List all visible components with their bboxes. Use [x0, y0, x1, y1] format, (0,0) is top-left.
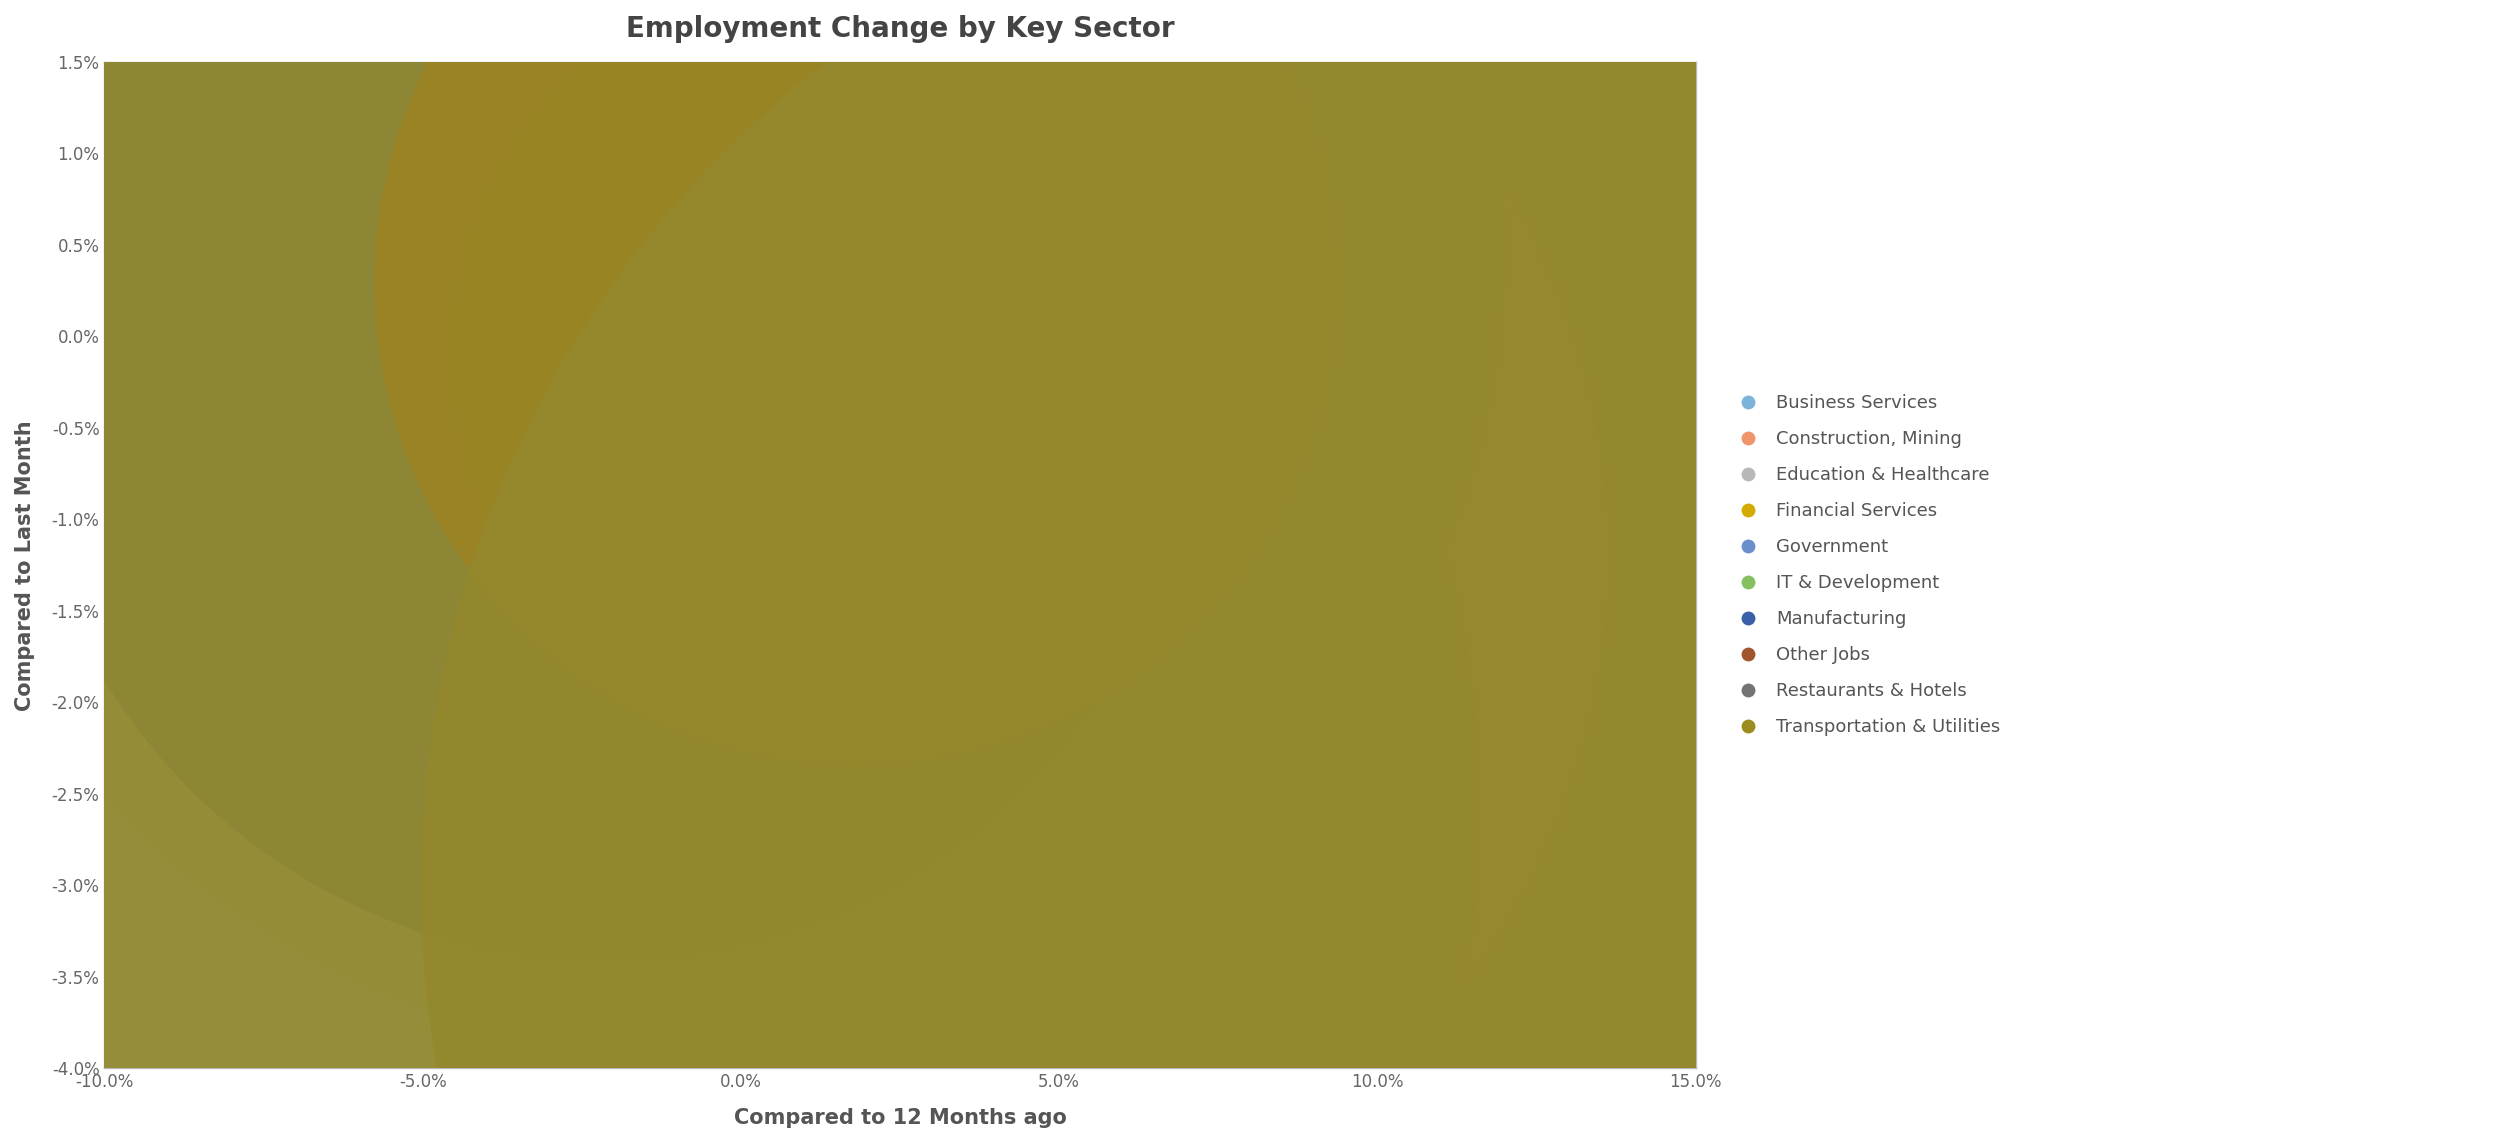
Point	[701, 235, 741, 254]
Point	[1440, 877, 1480, 895]
Point	[403, 804, 443, 822]
Point	[977, 491, 1017, 510]
Y-axis label: Compared to Last Month: Compared to Last Month	[15, 419, 35, 711]
X-axis label: Compared to 12 Months ago: Compared to 12 Months ago	[734, 1108, 1067, 1128]
Point	[676, 235, 716, 254]
Point	[586, 363, 626, 382]
Point	[836, 272, 876, 290]
Point	[989, 345, 1029, 363]
Title: Employment Change by Key Sector: Employment Change by Key Sector	[626, 15, 1174, 43]
Legend: Business Services, Construction, Mining, Education & Healthcare, Financial Servi: Business Services, Construction, Mining,…	[1720, 385, 2011, 745]
Point	[824, 345, 864, 363]
Point	[879, 547, 919, 566]
